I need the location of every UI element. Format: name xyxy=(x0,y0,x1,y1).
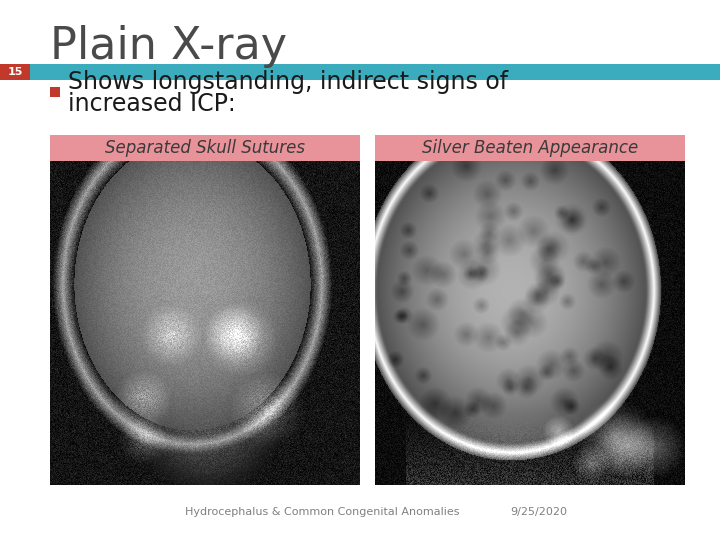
Bar xyxy=(0,64,720,80)
Text: Silver Beaten Appearance: Silver Beaten Appearance xyxy=(422,139,638,157)
Text: Plain X-ray: Plain X-ray xyxy=(50,25,287,68)
Text: 15: 15 xyxy=(7,67,23,77)
Text: 9/25/2020: 9/25/2020 xyxy=(510,507,567,517)
Bar xyxy=(50,135,360,161)
Text: Separated Skull Sutures: Separated Skull Sutures xyxy=(105,139,305,157)
Bar xyxy=(375,135,685,161)
Text: Hydrocephalus & Common Congenital Anomalies: Hydrocephalus & Common Congenital Anomal… xyxy=(185,507,459,517)
Bar xyxy=(0,64,30,80)
Bar xyxy=(50,87,60,97)
Text: increased ICP:: increased ICP: xyxy=(68,92,235,116)
Text: Shows longstanding, indirect signs of: Shows longstanding, indirect signs of xyxy=(68,70,508,94)
